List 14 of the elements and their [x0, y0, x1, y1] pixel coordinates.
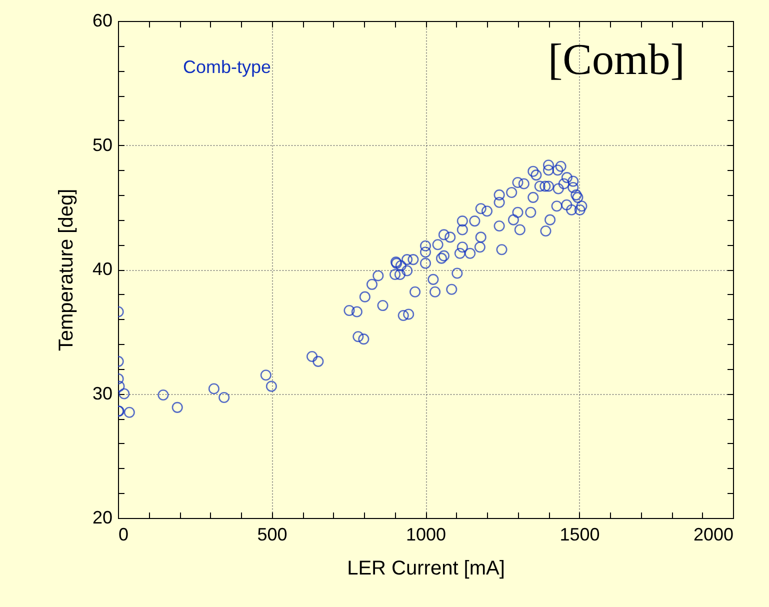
y-tick-label: 60	[92, 10, 112, 30]
x-tick-label: 2000	[693, 524, 734, 544]
x-axis-title: LER Current [mA]	[347, 558, 505, 580]
y-tick-label: 20	[92, 508, 112, 528]
annotation: Comb-type	[183, 57, 272, 77]
y-tick-label: 30	[92, 383, 112, 404]
y-tick-label: 40	[92, 259, 112, 279]
annotation: [Comb]	[548, 35, 685, 84]
x-tick-label: 500	[257, 524, 288, 544]
x-tick-label: 1500	[560, 524, 600, 544]
y-tick-label: 50	[92, 134, 112, 155]
x-tick-label: 1000	[406, 524, 446, 544]
x-tick-label: 0	[118, 524, 129, 544]
y-axis-title: Temperature [deg]	[55, 188, 78, 352]
